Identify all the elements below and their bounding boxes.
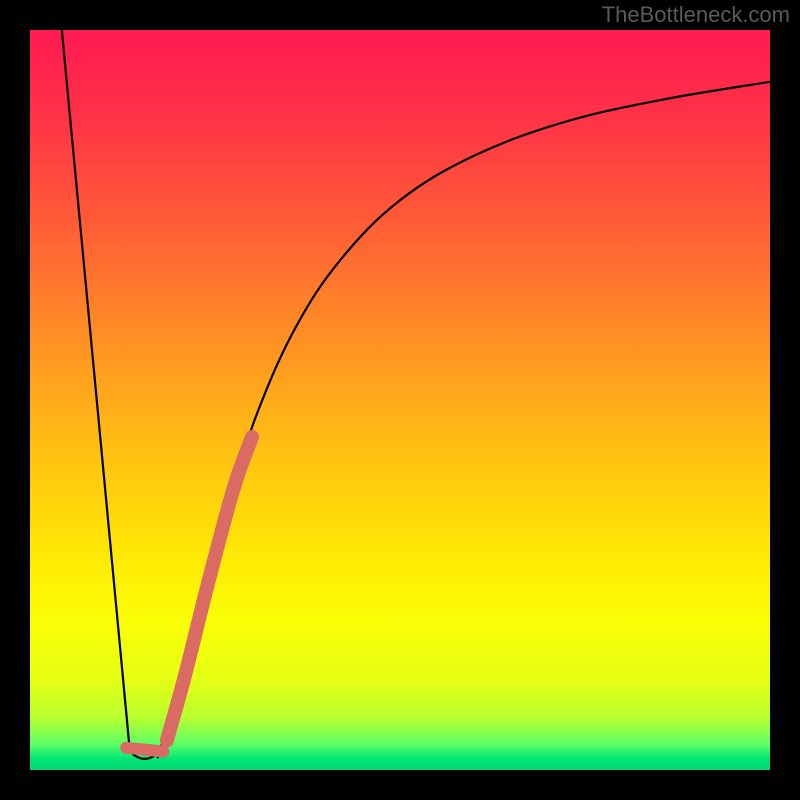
chart-svg [0, 0, 800, 800]
plot-background [30, 30, 770, 770]
dip-highlight [126, 748, 163, 752]
watermark-text: TheBottleneck.com [602, 2, 790, 28]
bottleneck-chart: TheBottleneck.com [0, 0, 800, 800]
